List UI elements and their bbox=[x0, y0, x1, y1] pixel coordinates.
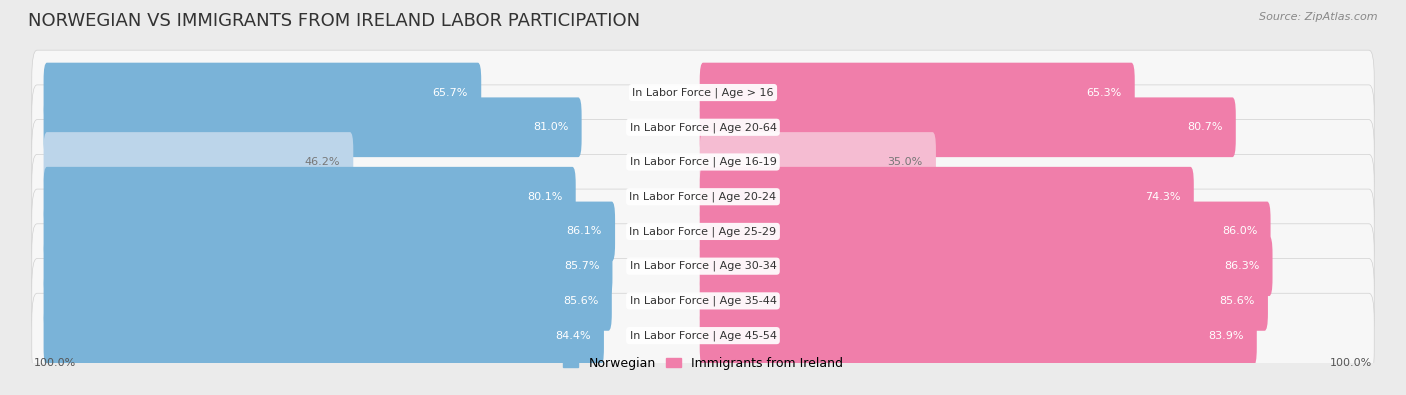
FancyBboxPatch shape bbox=[700, 306, 1257, 365]
Text: In Labor Force | Age 20-24: In Labor Force | Age 20-24 bbox=[630, 192, 776, 202]
FancyBboxPatch shape bbox=[44, 63, 481, 122]
Text: 86.0%: 86.0% bbox=[1222, 226, 1257, 237]
Text: 65.7%: 65.7% bbox=[433, 88, 468, 98]
FancyBboxPatch shape bbox=[32, 189, 1374, 274]
FancyBboxPatch shape bbox=[32, 85, 1374, 169]
Text: 74.3%: 74.3% bbox=[1144, 192, 1181, 202]
FancyBboxPatch shape bbox=[700, 167, 1194, 227]
FancyBboxPatch shape bbox=[32, 224, 1374, 308]
FancyBboxPatch shape bbox=[44, 98, 582, 157]
FancyBboxPatch shape bbox=[700, 132, 936, 192]
Text: In Labor Force | Age 30-34: In Labor Force | Age 30-34 bbox=[630, 261, 776, 271]
Text: 100.0%: 100.0% bbox=[34, 358, 76, 368]
Text: 100.0%: 100.0% bbox=[1330, 358, 1372, 368]
FancyBboxPatch shape bbox=[700, 271, 1268, 331]
FancyBboxPatch shape bbox=[32, 154, 1374, 239]
Text: In Labor Force | Age 16-19: In Labor Force | Age 16-19 bbox=[630, 157, 776, 167]
FancyBboxPatch shape bbox=[700, 201, 1271, 261]
FancyBboxPatch shape bbox=[700, 98, 1236, 157]
Text: 81.0%: 81.0% bbox=[533, 122, 568, 132]
FancyBboxPatch shape bbox=[32, 120, 1374, 204]
Text: 85.7%: 85.7% bbox=[564, 261, 599, 271]
Text: In Labor Force | Age 25-29: In Labor Force | Age 25-29 bbox=[630, 226, 776, 237]
Text: In Labor Force | Age > 16: In Labor Force | Age > 16 bbox=[633, 87, 773, 98]
Text: 46.2%: 46.2% bbox=[305, 157, 340, 167]
FancyBboxPatch shape bbox=[44, 201, 614, 261]
Legend: Norwegian, Immigrants from Ireland: Norwegian, Immigrants from Ireland bbox=[564, 357, 842, 370]
Text: 65.3%: 65.3% bbox=[1087, 88, 1122, 98]
FancyBboxPatch shape bbox=[700, 63, 1135, 122]
Text: 84.4%: 84.4% bbox=[555, 331, 591, 340]
FancyBboxPatch shape bbox=[32, 293, 1374, 378]
Text: 85.6%: 85.6% bbox=[564, 296, 599, 306]
FancyBboxPatch shape bbox=[700, 236, 1272, 296]
Text: NORWEGIAN VS IMMIGRANTS FROM IRELAND LABOR PARTICIPATION: NORWEGIAN VS IMMIGRANTS FROM IRELAND LAB… bbox=[28, 12, 640, 30]
Text: In Labor Force | Age 45-54: In Labor Force | Age 45-54 bbox=[630, 330, 776, 341]
Text: 86.1%: 86.1% bbox=[567, 226, 602, 237]
FancyBboxPatch shape bbox=[44, 236, 613, 296]
Text: 85.6%: 85.6% bbox=[1219, 296, 1254, 306]
FancyBboxPatch shape bbox=[32, 50, 1374, 135]
Text: Source: ZipAtlas.com: Source: ZipAtlas.com bbox=[1260, 12, 1378, 22]
Text: In Labor Force | Age 35-44: In Labor Force | Age 35-44 bbox=[630, 295, 776, 306]
FancyBboxPatch shape bbox=[44, 271, 612, 331]
Text: 35.0%: 35.0% bbox=[887, 157, 922, 167]
Text: 86.3%: 86.3% bbox=[1225, 261, 1260, 271]
Text: 83.9%: 83.9% bbox=[1208, 331, 1244, 340]
Text: 80.1%: 80.1% bbox=[527, 192, 562, 202]
FancyBboxPatch shape bbox=[44, 167, 575, 227]
Text: In Labor Force | Age 20-64: In Labor Force | Age 20-64 bbox=[630, 122, 776, 132]
FancyBboxPatch shape bbox=[44, 132, 353, 192]
FancyBboxPatch shape bbox=[32, 259, 1374, 343]
Text: 80.7%: 80.7% bbox=[1187, 122, 1223, 132]
FancyBboxPatch shape bbox=[44, 306, 605, 365]
